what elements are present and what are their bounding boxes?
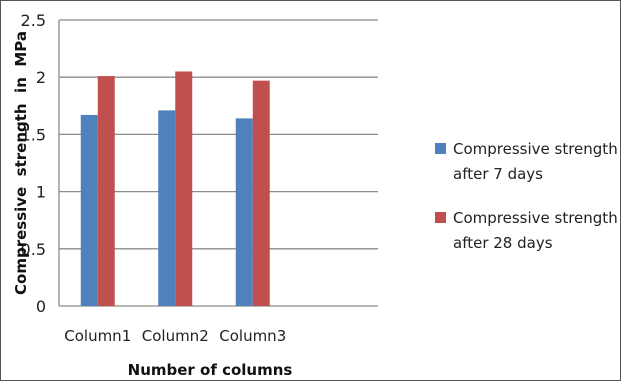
legend-label: Compressive strength (453, 140, 618, 158)
x-axis-categories: Column1 Column2 Column3 (64, 327, 286, 345)
y-tick-label: 2.5 (21, 11, 46, 30)
x-axis-title: Number of columns (128, 361, 293, 379)
y-axis-title: Compressive strength in MPa (12, 31, 30, 295)
y-tick-label: 2 (36, 68, 46, 87)
bar-7-days-column1 (80, 114, 98, 307)
bar-28-days-column1 (97, 76, 115, 306)
x-category-label: Column1 (64, 327, 131, 345)
legend-label: after 28 days (453, 234, 553, 252)
y-tick-label: 1.5 (21, 125, 46, 144)
bar-28-days-column3 (252, 80, 270, 307)
x-category-label: Column2 (142, 327, 209, 345)
legend-label: Compressive strength (453, 209, 618, 227)
bar-28-days-column2 (175, 71, 193, 306)
legend-label: after 7 days (453, 165, 543, 183)
bars (80, 71, 270, 307)
y-axis-ticks: 0 0.5 1 1.5 2 2.5 (21, 11, 46, 316)
x-category-label: Column3 (219, 327, 286, 345)
legend-swatch (435, 212, 446, 223)
bar-7-days-column2 (158, 110, 176, 306)
legend-swatch (435, 143, 446, 154)
legend: Compressive strength after 7 days Compress… (435, 140, 618, 252)
y-tick-label: 1 (36, 183, 46, 202)
bar-7-days-column3 (235, 118, 253, 306)
y-tick-label: 0.5 (21, 240, 46, 259)
y-tick-label: 0 (36, 297, 46, 316)
